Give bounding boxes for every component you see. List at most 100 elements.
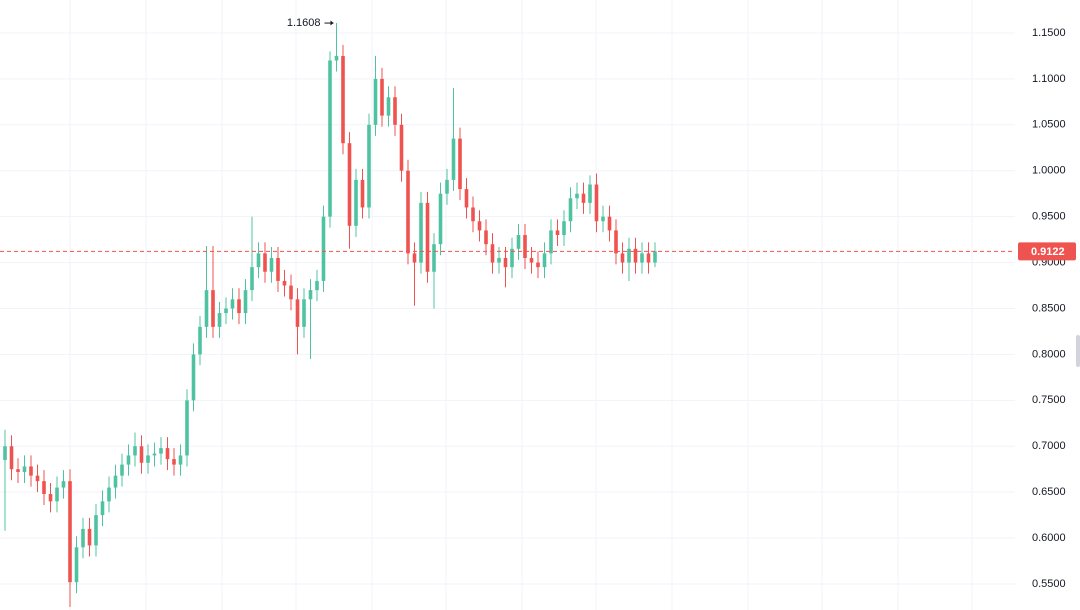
- candle-body: [139, 446, 144, 463]
- candle-body: [627, 248, 631, 263]
- candle-body: [113, 475, 118, 488]
- candle-body: [55, 487, 59, 502]
- candle-body: [230, 299, 235, 309]
- candle-body: [484, 230, 488, 245]
- candle-body: [87, 528, 92, 546]
- candle-body: [386, 97, 391, 116]
- candle-body: [581, 193, 586, 203]
- candle-body: [107, 487, 111, 502]
- candle-body: [419, 202, 423, 263]
- candle-body: [425, 202, 430, 272]
- candle-body: [81, 528, 85, 548]
- candle-body: [542, 253, 547, 268]
- candle-body: [445, 179, 449, 194]
- candle-body: [178, 455, 183, 465]
- candle-body: [321, 216, 326, 281]
- candle-body: [549, 230, 553, 254]
- candle-body: [516, 235, 521, 249]
- y-tick-label: 1.0500: [1032, 119, 1066, 131]
- y-tick-label: 0.6000: [1032, 532, 1066, 544]
- candle-body: [328, 60, 332, 217]
- candle-body: [94, 515, 98, 546]
- y-tick-label: 0.8500: [1032, 302, 1066, 314]
- candle-body: [282, 280, 287, 286]
- candle-body: [594, 184, 599, 222]
- candle-body: [412, 253, 417, 263]
- candle-body: [373, 78, 378, 125]
- candle-body: [29, 466, 33, 476]
- candle-body: [438, 193, 443, 245]
- candle-body: [562, 221, 566, 236]
- candle-body: [276, 257, 280, 281]
- candle-body: [295, 299, 300, 327]
- scroll-handle[interactable]: [1076, 335, 1080, 367]
- candle-body: [575, 193, 579, 199]
- candle-body: [126, 455, 131, 465]
- candle-body: [614, 230, 618, 254]
- y-tick-label: 0.9500: [1032, 211, 1066, 223]
- candle-body: [393, 97, 397, 125]
- candle-body: [165, 448, 170, 460]
- candle-body: [458, 138, 462, 190]
- candle-body: [607, 216, 612, 231]
- candle-body: [263, 253, 267, 272]
- candle-body: [172, 459, 176, 465]
- candle-body: [367, 124, 371, 208]
- candle-body: [250, 267, 254, 291]
- candle-body: [237, 299, 241, 314]
- candle-body: [204, 290, 209, 327]
- candle-body: [100, 501, 105, 516]
- candle-body: [152, 453, 157, 456]
- candle-body: [217, 313, 222, 327]
- candle-body: [354, 179, 358, 226]
- y-tick-label: 1.0000: [1032, 165, 1066, 177]
- candle-body: [399, 124, 404, 171]
- candle-body: [510, 248, 514, 268]
- candle-body: [555, 230, 560, 236]
- candle-body: [243, 290, 248, 314]
- candle-body: [347, 143, 352, 226]
- candle-body: [451, 138, 456, 180]
- y-tick-label: 1.1500: [1032, 27, 1066, 39]
- candle-body: [269, 257, 274, 272]
- candle-body: [432, 244, 436, 272]
- y-tick-label: 0.5500: [1032, 578, 1066, 590]
- candle-body: [620, 253, 625, 263]
- candle-body: [48, 494, 53, 502]
- candle-body: [471, 207, 475, 222]
- high-marker-label: 1.1608: [287, 17, 321, 29]
- candle-body: [646, 253, 651, 263]
- candle-body: [523, 235, 527, 258]
- candle-body: [315, 280, 319, 291]
- candle-body: [380, 78, 384, 116]
- current-price-box: [1018, 242, 1076, 261]
- candle-body: [9, 446, 14, 470]
- candle-body: [198, 326, 202, 355]
- candle-body: [120, 464, 124, 476]
- candle-body: [42, 481, 46, 495]
- vertical-grid: [69, 0, 973, 610]
- candle-body: [360, 179, 365, 208]
- candle-body: [74, 547, 79, 583]
- candle-body: [289, 285, 293, 300]
- candle-body: [568, 198, 573, 222]
- candle-body: [477, 221, 482, 231]
- candle-body: [61, 481, 66, 488]
- candle-body: [302, 299, 306, 327]
- candle-body: [640, 253, 644, 263]
- candle-body: [256, 253, 261, 268]
- candle-body: [490, 244, 495, 263]
- candle-body: [334, 55, 339, 61]
- candle-body: [536, 262, 540, 268]
- candle-body: [224, 308, 228, 314]
- candle-body: [22, 466, 27, 472]
- candle-body: [529, 257, 534, 263]
- candle-body: [35, 475, 40, 482]
- candle-body: [308, 290, 313, 300]
- current-price-label: 0.9122: [1031, 246, 1065, 258]
- candle-body: [653, 251, 657, 263]
- y-tick-label: 0.7500: [1032, 394, 1066, 406]
- candle-body: [16, 469, 20, 472]
- y-tick-label: 0.8000: [1032, 348, 1066, 360]
